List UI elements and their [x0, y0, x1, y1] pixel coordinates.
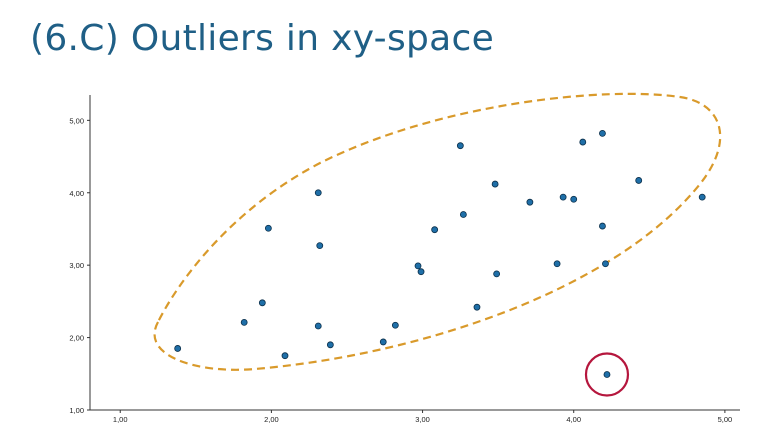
data-point — [553, 260, 561, 268]
inlier-ellipse — [153, 92, 722, 371]
data-point — [456, 142, 464, 150]
outlier-circle-marker — [584, 352, 630, 397]
x-tick-label: 3,00 — [415, 415, 430, 424]
data-point — [414, 262, 422, 270]
data-point — [579, 138, 587, 146]
data-points — [174, 129, 706, 378]
data-point — [526, 198, 534, 206]
data-point — [326, 341, 334, 349]
data-point — [391, 321, 399, 329]
data-point — [281, 352, 289, 360]
data-point — [240, 318, 248, 326]
x-tick-label: 2,00 — [264, 415, 279, 424]
y-tick-label: 5,00 — [69, 116, 84, 125]
data-point — [603, 371, 611, 378]
data-point — [570, 195, 578, 203]
y-tick-label: 1,00 — [69, 406, 84, 415]
data-point — [431, 226, 439, 234]
y-tick-label: 4,00 — [69, 189, 84, 198]
slide-title: (6.C) Outliers in xy-space — [30, 18, 495, 59]
data-point — [417, 268, 425, 276]
outlier-marker-layer — [584, 352, 630, 397]
data-point — [316, 242, 324, 250]
data-point — [493, 270, 501, 278]
data-point — [379, 338, 387, 346]
data-point — [258, 299, 266, 307]
data-point — [635, 177, 643, 184]
data-point — [459, 211, 467, 218]
chart-axes: 1,00 2,00 3,00 4,00 5,00 1,00 2,00 3,00 4,00 5,00 — [69, 95, 740, 424]
inlier-ellipse-layer — [153, 92, 722, 371]
y-tick-label: 2,00 — [69, 334, 84, 343]
data-point — [491, 180, 499, 188]
data-point — [599, 129, 606, 137]
data-point — [264, 224, 272, 232]
data-point — [174, 345, 182, 352]
y-tick-label: 3,00 — [69, 261, 84, 270]
data-point — [314, 189, 322, 197]
data-point — [473, 303, 481, 311]
x-tick-label: 4,00 — [566, 415, 581, 424]
x-tick-label: 1,00 — [113, 415, 128, 424]
data-point — [602, 260, 609, 268]
data-point — [314, 322, 322, 330]
x-tick-label: 5,00 — [718, 415, 733, 424]
data-point — [559, 193, 567, 201]
data-point — [698, 193, 706, 201]
data-point — [599, 222, 606, 230]
